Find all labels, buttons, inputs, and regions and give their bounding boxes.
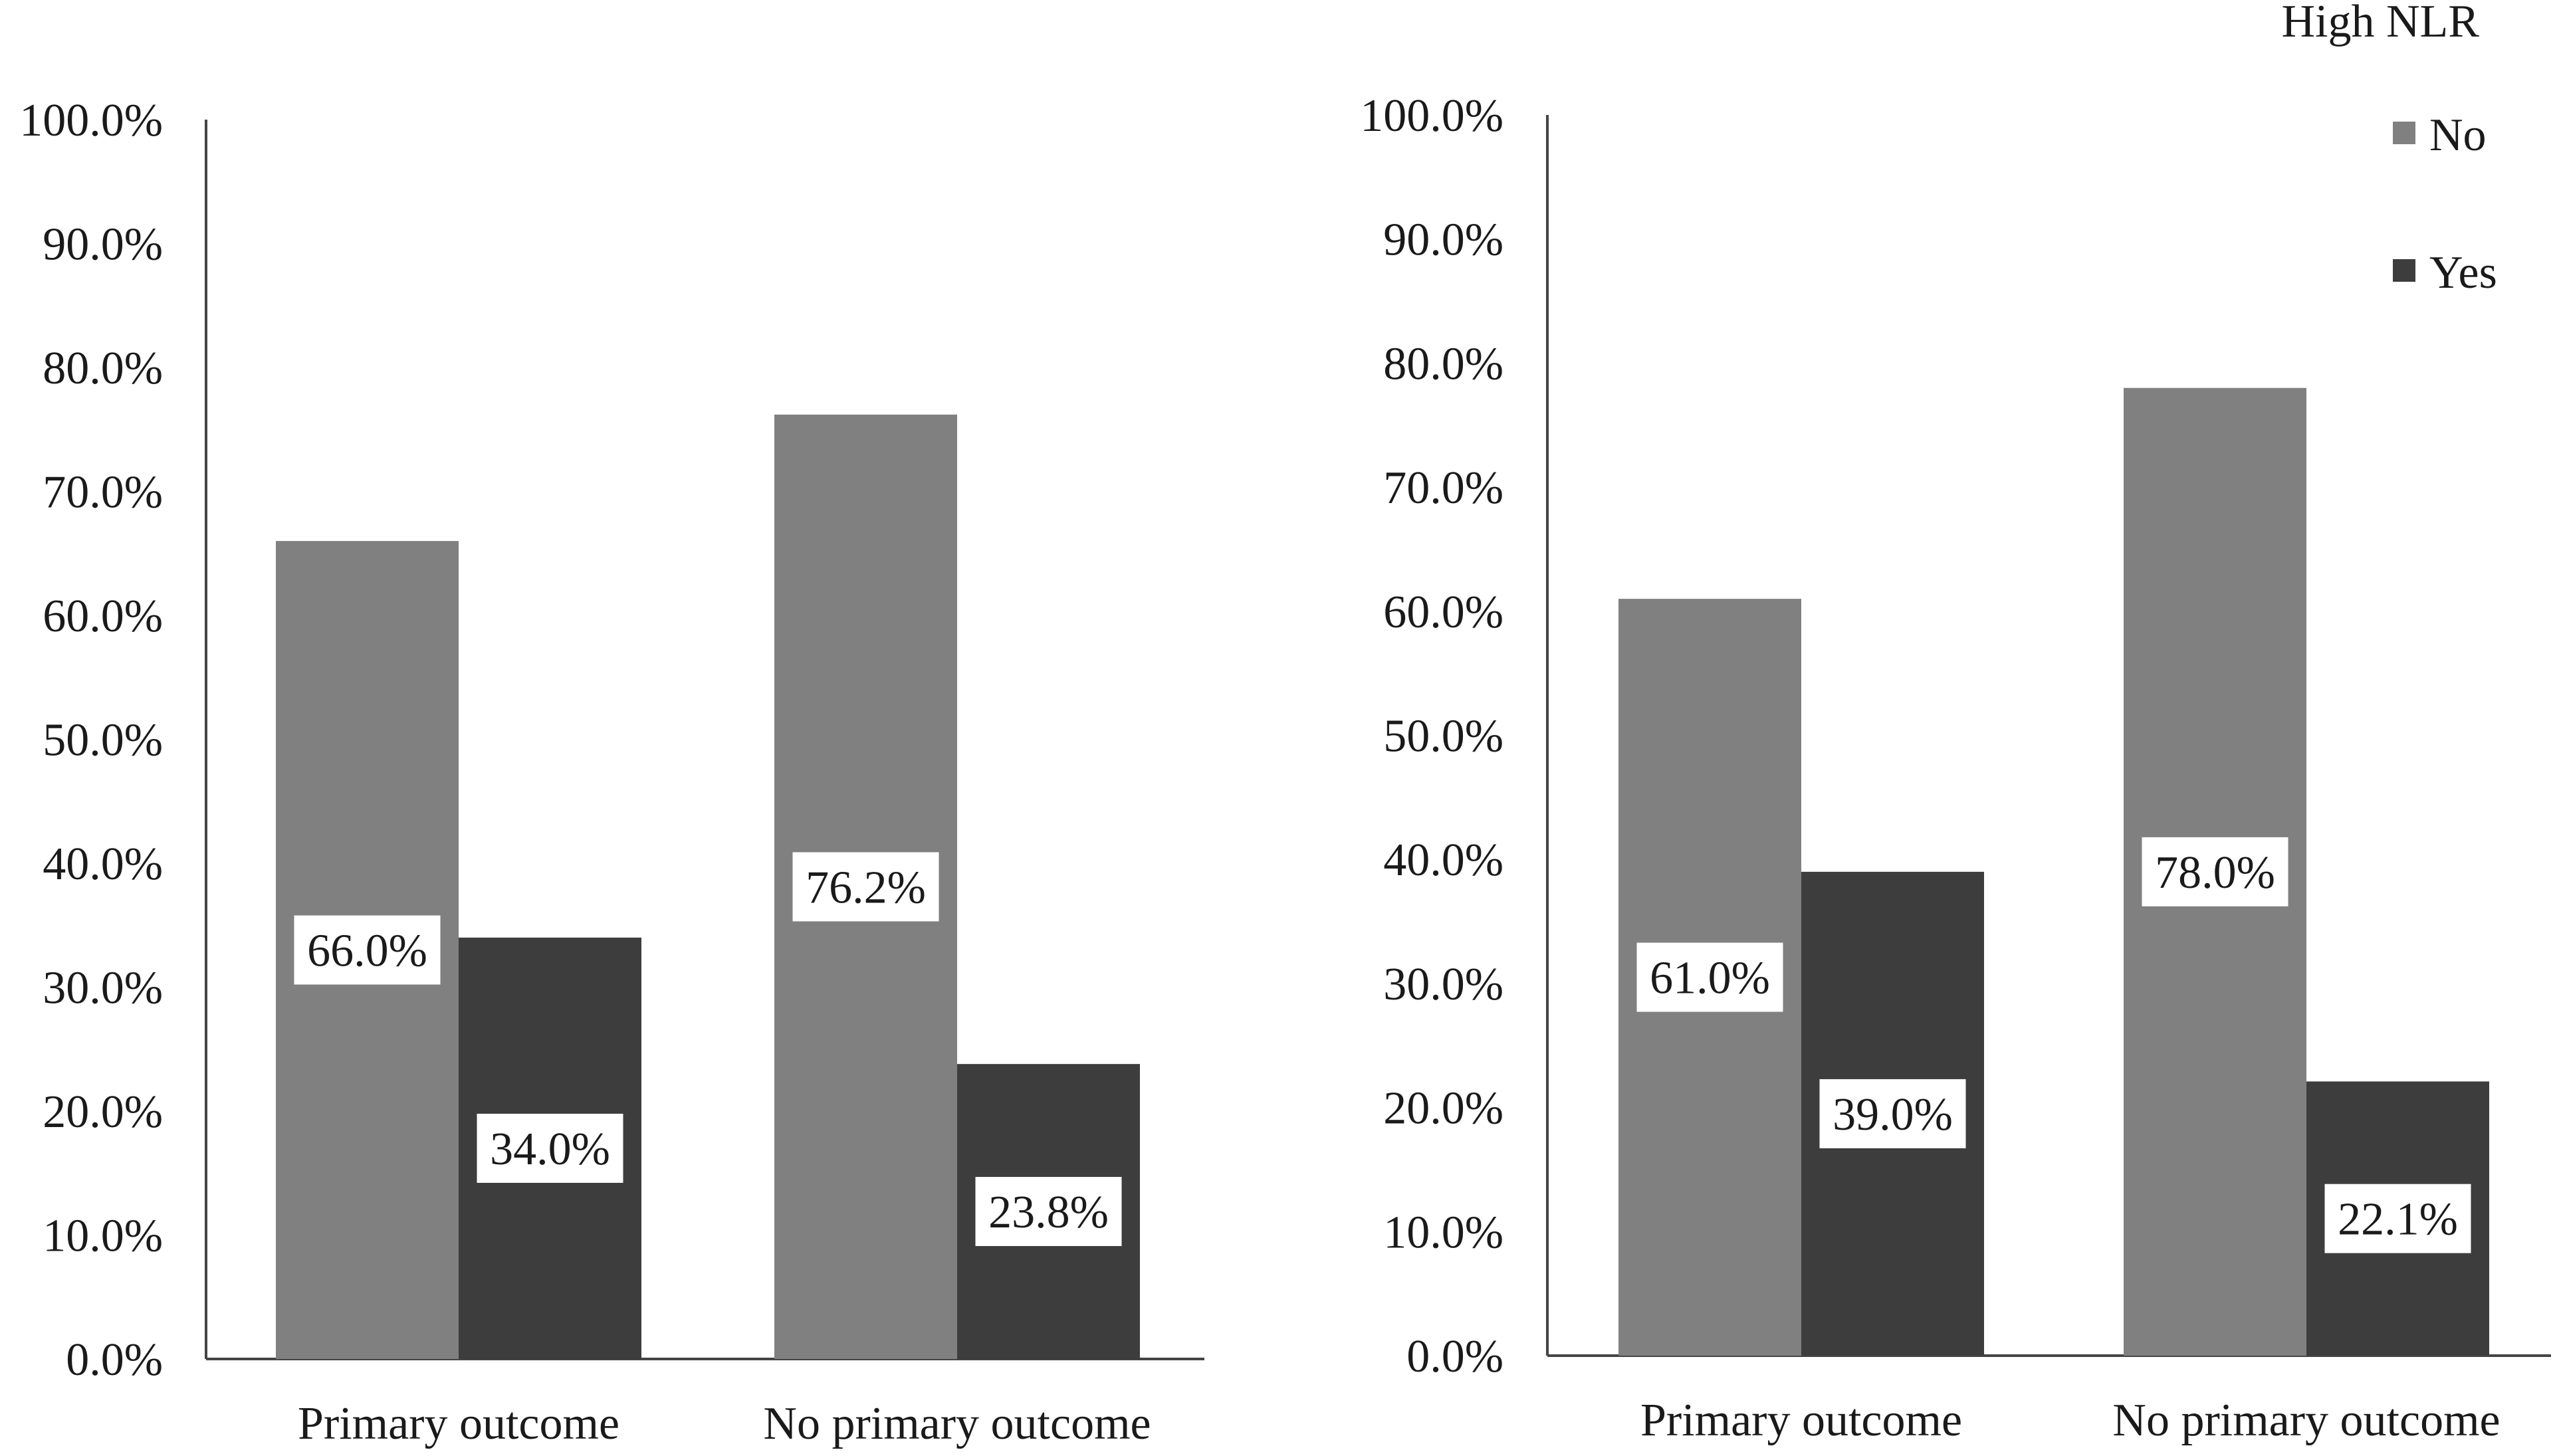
y-tick-label: 0.0%	[66, 1334, 163, 1386]
y-tick-label: 90.0%	[43, 219, 163, 270]
legend-label-no: No	[2429, 110, 2487, 161]
left-chart-panel: 0.0% 10.0% 20.0% 30.0% 40.0% 50.0% 60.0% 70.0% 8…	[19, 95, 1204, 1449]
legend-title: High NLR	[2282, 0, 2480, 47]
y-tick-label: 20.0%	[43, 1087, 163, 1138]
y-tick-label: 90.0%	[1383, 215, 1503, 266]
category-label: No primary outcome	[763, 1398, 1151, 1449]
y-tick-label: 100.0%	[1360, 90, 1503, 142]
y-tick-label: 0.0%	[1406, 1331, 1503, 1382]
y-tick-label: 20.0%	[1383, 1083, 1503, 1134]
data-label-box	[1636, 942, 1783, 1012]
legend: High NLR No Yes	[2282, 0, 2497, 298]
data-label-box	[294, 915, 441, 985]
y-tick-label: 40.0%	[43, 839, 163, 890]
data-label: 23.8%	[988, 1187, 1109, 1238]
data-label-box	[477, 1113, 623, 1183]
legend-swatch-yes	[2393, 259, 2415, 282]
category-label: Primary outcome	[1640, 1395, 1962, 1446]
y-tick-label: 50.0%	[43, 715, 163, 766]
y-tick-label: 70.0%	[1383, 463, 1503, 514]
y-tick-label: 100.0%	[19, 95, 163, 146]
data-label: 22.1%	[2338, 1194, 2458, 1245]
y-tick-label: 10.0%	[43, 1211, 163, 1262]
y-tick-label: 10.0%	[1383, 1207, 1503, 1258]
y-tick-label: 50.0%	[1383, 711, 1503, 762]
legend-label-yes: Yes	[2429, 247, 2497, 298]
y-tick-label: 60.0%	[43, 591, 163, 642]
data-label: 34.0%	[490, 1124, 610, 1175]
legend-swatch-no	[2393, 122, 2415, 144]
data-label-box	[975, 1177, 1122, 1247]
data-label: 61.0%	[1650, 953, 1770, 1004]
data-label: 78.0%	[2155, 847, 2275, 898]
y-tick-label: 80.0%	[43, 343, 163, 394]
data-label-box	[2324, 1184, 2471, 1253]
data-label: 76.2%	[806, 862, 926, 913]
y-tick-label: 30.0%	[1383, 959, 1503, 1010]
y-tick-label: 40.0%	[1383, 835, 1503, 886]
data-label-box	[792, 852, 939, 922]
right-chart-panel: 0.0% 10.0% 20.0% 30.0% 40.0% 50.0% 60.0% 70.0% 8…	[1360, 90, 2551, 1446]
y-tick-label: 60.0%	[1383, 587, 1503, 638]
data-label-box	[1819, 1079, 1966, 1148]
y-tick-label: 30.0%	[43, 963, 163, 1014]
data-label-box	[2142, 837, 2288, 906]
y-tick-label: 80.0%	[1383, 338, 1503, 389]
category-label: Primary outcome	[298, 1398, 619, 1449]
data-label: 39.0%	[1833, 1089, 1953, 1140]
y-tick-label: 70.0%	[43, 467, 163, 518]
data-label: 66.0%	[307, 926, 427, 977]
category-label: No primary outcome	[2112, 1395, 2500, 1446]
